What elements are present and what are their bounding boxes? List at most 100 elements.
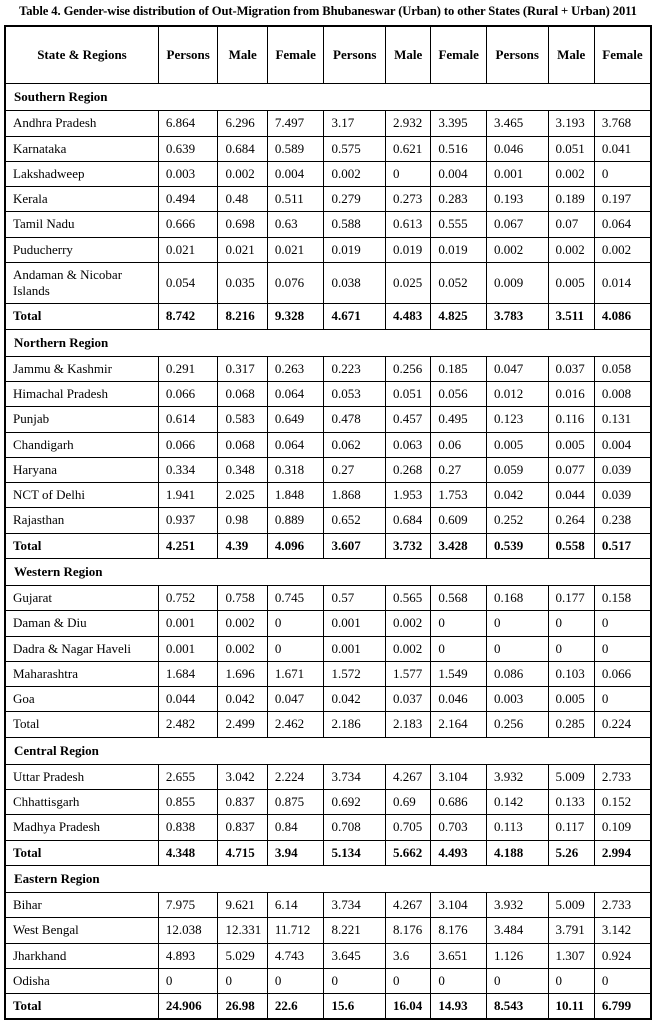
value-cell: 0.252 bbox=[485, 507, 549, 534]
value-cell: 4.348 bbox=[157, 839, 219, 866]
value-cell: 0.855 bbox=[157, 788, 219, 816]
value-cell: 0.613 bbox=[384, 211, 432, 238]
value-cell: 2.025 bbox=[217, 481, 268, 509]
value-cell: 0.059 bbox=[485, 456, 549, 484]
value-cell: 1.953 bbox=[384, 481, 432, 509]
value-cell: 0.009 bbox=[485, 261, 549, 305]
value-cell: 0.133 bbox=[547, 788, 595, 816]
value-cell: 2.164 bbox=[430, 711, 487, 738]
value-cell: 0.052 bbox=[430, 261, 487, 305]
value-cell: 4.715 bbox=[217, 839, 268, 866]
value-cell: 0.457 bbox=[384, 406, 432, 433]
region-label: Southern Region bbox=[4, 82, 652, 112]
value-cell: 0.238 bbox=[593, 507, 652, 534]
value-cell: 0 bbox=[593, 685, 652, 713]
value-cell: 3.484 bbox=[485, 917, 549, 944]
value-cell: 2.224 bbox=[266, 763, 325, 791]
value-cell: 8.176 bbox=[384, 917, 432, 944]
state-row: Jammu & Kashmir 0.291 0.317 0.263 0.223 0.256… bbox=[4, 355, 652, 383]
value-cell: 3.17 bbox=[323, 110, 386, 137]
value-cell: 0.001 bbox=[157, 635, 219, 662]
state-row: Puducherry 0.021 0.021 0.021 0.019 0.019 0.019… bbox=[4, 236, 652, 263]
state-row: Tamil Nadu 0.666 0.698 0.63 0.588 0.613 0.555 0… bbox=[4, 211, 652, 238]
value-cell: 3.104 bbox=[430, 763, 487, 791]
value-cell: 0.708 bbox=[323, 814, 386, 841]
value-cell: 0.256 bbox=[384, 355, 432, 383]
value-cell: 22.6 bbox=[266, 993, 325, 1020]
value-cell: 0.046 bbox=[485, 135, 549, 162]
state-row: Daman & Diu 0.001 0.002 0 0.001 0.002 0 0 0 0 bbox=[4, 610, 652, 637]
value-cell: 1.126 bbox=[485, 942, 549, 969]
region-header-row: Southern Region bbox=[4, 82, 652, 112]
value-cell: 0 bbox=[547, 610, 595, 637]
value-cell: 0.062 bbox=[323, 431, 386, 458]
state-row: Bihar 7.975 9.621 6.14 3.734 4.267 3.104 3.932 5… bbox=[4, 891, 652, 919]
total-row: Total 4.251 4.39 4.096 3.607 3.732 3.428 0.539 0… bbox=[4, 532, 652, 559]
value-cell: 5.134 bbox=[323, 839, 386, 866]
value-cell: 2.932 bbox=[384, 110, 432, 137]
value-cell: 0.051 bbox=[384, 380, 432, 408]
value-cell: 1.671 bbox=[266, 660, 325, 688]
region-label: Eastern Region bbox=[4, 864, 652, 894]
state-row: Karnataka 0.639 0.684 0.589 0.575 0.621 0.516 0… bbox=[4, 135, 652, 162]
region-header-row: Western Region bbox=[4, 557, 652, 587]
value-cell: 0.001 bbox=[323, 610, 386, 637]
value-cell: 0.008 bbox=[593, 380, 652, 408]
state-row: Himachal Pradesh 0.066 0.068 0.064 0.053 0.05… bbox=[4, 380, 652, 408]
value-cell: 3.651 bbox=[430, 942, 487, 969]
value-cell: 0.268 bbox=[384, 456, 432, 484]
state-name: Andaman & Nicobar Islands bbox=[4, 261, 159, 305]
state-row: Gujarat 0.752 0.758 0.745 0.57 0.565 0.568 0.16… bbox=[4, 584, 652, 612]
value-cell: 8.543 bbox=[485, 993, 549, 1020]
value-cell: 0.068 bbox=[217, 431, 268, 458]
value-cell: 0.495 bbox=[430, 406, 487, 433]
value-cell: 0 bbox=[485, 610, 549, 637]
value-cell: 0.002 bbox=[384, 635, 432, 662]
value-cell: 0.558 bbox=[547, 532, 595, 559]
value-cell: 0.318 bbox=[266, 456, 325, 484]
value-cell: 0.004 bbox=[266, 160, 325, 188]
value-cell: 0.123 bbox=[485, 406, 549, 433]
value-cell: 0.875 bbox=[266, 788, 325, 816]
value-cell: 4.493 bbox=[430, 839, 487, 866]
state-name: Andhra Pradesh bbox=[4, 110, 159, 137]
value-cell: 0.076 bbox=[266, 261, 325, 305]
value-cell: 2.499 bbox=[217, 711, 268, 738]
value-cell: 0.609 bbox=[430, 507, 487, 534]
value-cell: 0.116 bbox=[547, 406, 595, 433]
value-cell: 0.021 bbox=[217, 236, 268, 263]
value-cell: 0 bbox=[593, 160, 652, 188]
state-name: Himachal Pradesh bbox=[4, 380, 159, 408]
value-cell: 1.696 bbox=[217, 660, 268, 688]
value-cell: 0.686 bbox=[430, 788, 487, 816]
value-cell: 0.256 bbox=[485, 711, 549, 738]
value-cell: 3.734 bbox=[323, 891, 386, 919]
value-cell: 7.497 bbox=[266, 110, 325, 137]
value-cell: 0.012 bbox=[485, 380, 549, 408]
value-cell: 0.005 bbox=[547, 431, 595, 458]
state-row: Andhra Pradesh 6.864 6.296 7.497 3.17 2.932 3.… bbox=[4, 110, 652, 137]
column-header-state-regions: State & Regions bbox=[4, 25, 159, 84]
state-name: Rajasthan bbox=[4, 507, 159, 534]
value-cell: 1.684 bbox=[157, 660, 219, 688]
value-cell: 0.555 bbox=[430, 211, 487, 238]
column-header-female-3: Female bbox=[593, 25, 652, 84]
value-cell: 0.035 bbox=[217, 261, 268, 305]
value-cell: 0.004 bbox=[593, 431, 652, 458]
value-cell: 0.041 bbox=[593, 135, 652, 162]
value-cell: 0 bbox=[384, 160, 432, 188]
state-row: Rajasthan 0.937 0.98 0.889 0.652 0.684 0.609 0.… bbox=[4, 507, 652, 534]
value-cell: 0.037 bbox=[384, 685, 432, 713]
table-body: Southern Region Andhra Pradesh 6.864 6.296 7… bbox=[4, 82, 652, 1020]
value-cell: 7.975 bbox=[157, 891, 219, 919]
state-name: Daman & Diu bbox=[4, 610, 159, 637]
value-cell: 3.395 bbox=[430, 110, 487, 137]
column-header-persons-1: Persons bbox=[157, 25, 219, 84]
value-cell: 0.002 bbox=[384, 610, 432, 637]
value-cell: 0.064 bbox=[266, 380, 325, 408]
value-cell: 0.117 bbox=[547, 814, 595, 841]
region-label: Western Region bbox=[4, 557, 652, 587]
state-row: Andaman & Nicobar Islands 0.054 0.035 0.076… bbox=[4, 261, 652, 305]
value-cell: 0.103 bbox=[547, 660, 595, 688]
